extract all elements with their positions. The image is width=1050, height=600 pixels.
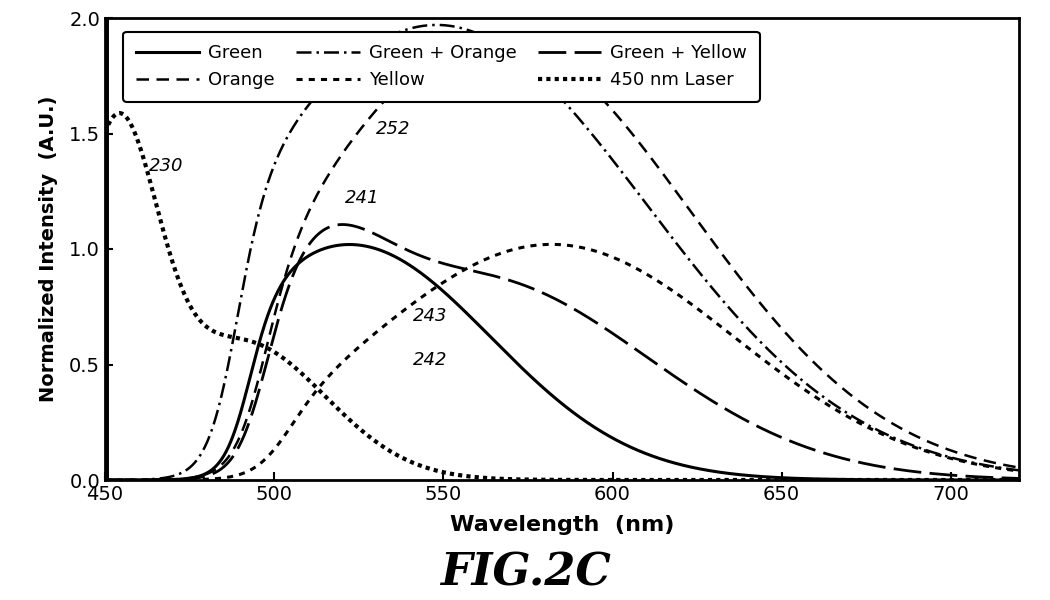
Orange (488, 33, 501, 40)
Orange (456, 39, 468, 46)
Line: Green + Orange: Green + Orange (105, 25, 1035, 480)
X-axis label: Wavelength  (nm): Wavelength (nm) (449, 515, 674, 535)
450 nm Laser (113, 109, 126, 116)
Orange (1029, 467, 1042, 474)
Green + Yellow (456, 265, 468, 272)
Green (260, 316, 273, 323)
Green + Yellow (205, 471, 217, 478)
450 nm Laser (1029, 476, 1042, 484)
Text: 243: 243 (413, 307, 447, 325)
Orange (99, 476, 111, 484)
Text: 241: 241 (345, 189, 380, 207)
Yellow (99, 476, 111, 484)
450 nm Laser (1011, 476, 1024, 484)
Green (456, 305, 468, 313)
Legend: Green, Orange, Green + Orange, Yellow, Green + Yellow, 450 nm Laser: Green, Orange, Green + Orange, Yellow, G… (123, 32, 760, 102)
Green + Orange (99, 476, 111, 484)
Green + Yellow (1029, 475, 1042, 482)
Green + Orange (205, 428, 217, 436)
Green + Orange (456, 25, 468, 32)
Line: 450 nm Laser: 450 nm Laser (105, 113, 1035, 480)
Green (205, 467, 217, 474)
Y-axis label: Normalized Intensity  (A.U.): Normalized Intensity (A.U.) (39, 96, 58, 402)
Green (496, 345, 508, 352)
Green + Orange (1029, 469, 1042, 476)
Yellow (496, 249, 508, 256)
Text: 242: 242 (413, 351, 447, 369)
Green (1011, 476, 1024, 484)
450 nm Laser (99, 129, 111, 136)
Green + Orange (1011, 467, 1024, 474)
Text: 252: 252 (376, 120, 411, 138)
Green + Yellow (911, 469, 924, 476)
Orange (496, 33, 508, 40)
Line: Green + Yellow: Green + Yellow (105, 224, 1035, 480)
450 nm Laser (260, 344, 273, 351)
Green + Yellow (336, 221, 349, 228)
Orange (260, 344, 273, 352)
Text: 251: 251 (224, 64, 258, 82)
Text: 230: 230 (149, 157, 184, 175)
Yellow (545, 241, 558, 248)
450 nm Laser (496, 475, 508, 482)
Line: Orange: Orange (105, 37, 1035, 480)
Orange (911, 433, 924, 440)
Yellow (911, 445, 924, 452)
Yellow (1029, 469, 1042, 476)
Line: Green: Green (105, 245, 1035, 480)
Green + Orange (260, 184, 273, 191)
Green + Yellow (496, 275, 508, 282)
450 nm Laser (911, 476, 924, 484)
Yellow (1011, 467, 1024, 475)
Yellow (456, 268, 468, 275)
Green (911, 476, 924, 484)
450 nm Laser (456, 472, 468, 479)
Green + Yellow (99, 476, 111, 484)
450 nm Laser (205, 326, 217, 334)
Green (99, 476, 111, 484)
Green + Yellow (1011, 475, 1024, 482)
Green + Orange (430, 22, 443, 29)
Green + Orange (496, 43, 508, 50)
Line: Yellow: Yellow (105, 244, 1035, 480)
Orange (205, 469, 217, 476)
Green + Orange (911, 443, 924, 451)
Orange (1011, 464, 1024, 471)
Yellow (205, 475, 217, 482)
Text: FIG.2C: FIG.2C (440, 551, 610, 594)
Green (1029, 476, 1042, 484)
Green + Yellow (260, 360, 273, 367)
Yellow (260, 454, 273, 461)
Green (343, 241, 356, 248)
